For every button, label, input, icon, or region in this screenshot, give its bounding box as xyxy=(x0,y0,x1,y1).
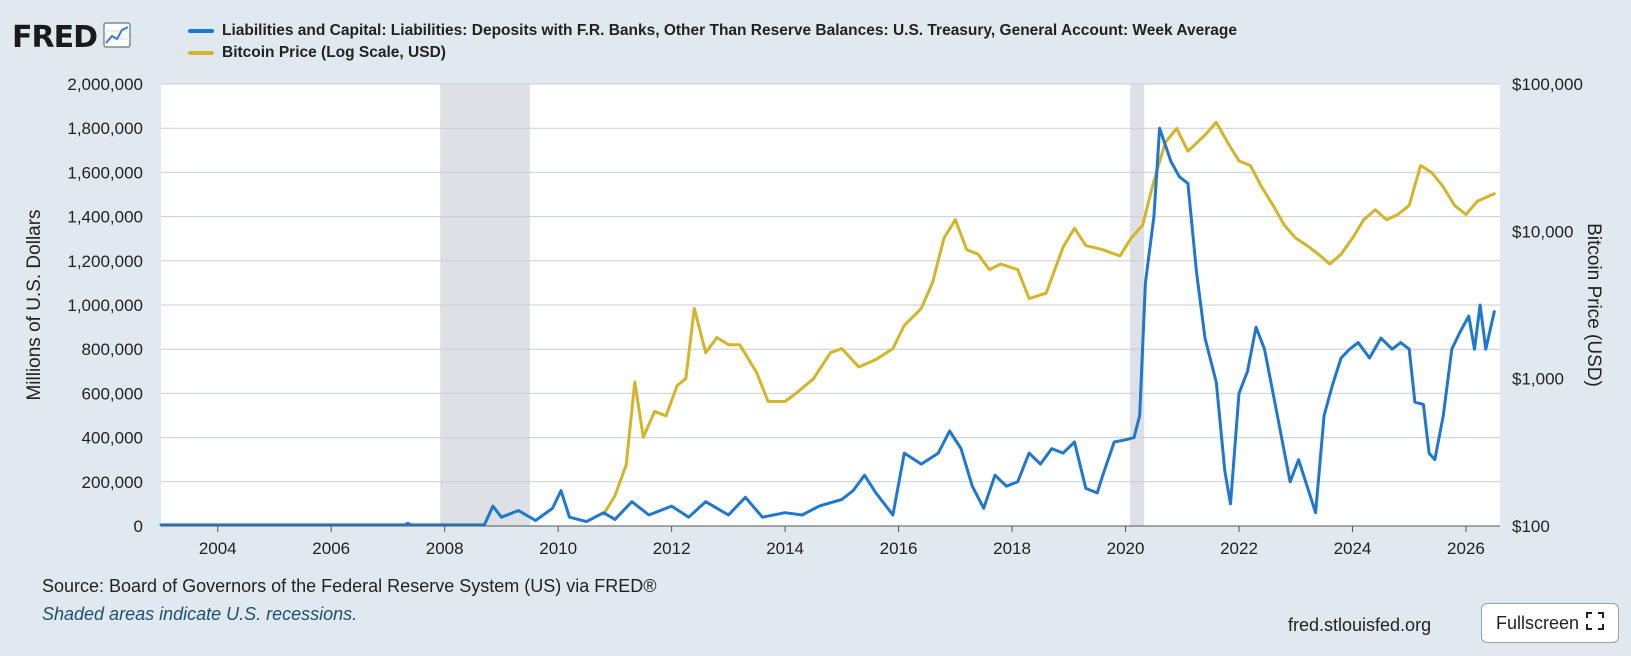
fred-logo[interactable]: FRED xyxy=(12,18,131,56)
y-tick-label-1: 200,000 xyxy=(82,473,143,492)
y-tick-label-8: 1,600,000 xyxy=(67,163,143,182)
y2-tick-label-3: $100,000 xyxy=(1512,75,1583,94)
y-tick-label-5: 1,000,000 xyxy=(67,296,143,315)
x-tick-label-9: 2022 xyxy=(1220,539,1258,558)
fullscreen-label: Fullscreen xyxy=(1495,612,1580,633)
recession-note: Shaded areas indicate U.S. recessions. xyxy=(42,604,358,624)
y-tick-label-9: 1,800,000 xyxy=(67,119,143,138)
source-text: Source: Board of Governors of the Federa… xyxy=(42,576,657,596)
x-tick-label-8: 2020 xyxy=(1107,539,1145,558)
series-line-1 xyxy=(602,120,1496,516)
logo-text: FRED xyxy=(12,19,98,55)
y-tick-label-0: 0 xyxy=(134,517,143,536)
x-tick-label-7: 2018 xyxy=(993,539,1031,558)
y-tick-label-7: 1,400,000 xyxy=(67,208,143,227)
x-tick-label-1: 2006 xyxy=(312,539,350,558)
legend-label-tga: Liabilities and Capital: Liabilities: De… xyxy=(222,22,1237,39)
axes: 0 200,000 400,000 600,000 800,000 1,000,000 1,… xyxy=(67,75,1583,558)
site-link[interactable]: fred.stlouisfed.org xyxy=(1288,615,1432,635)
y-axis-title: Millions of U.S. Dollars xyxy=(24,209,45,400)
x-tick-label-5: 2014 xyxy=(766,539,804,558)
x-tick-label-4: 2012 xyxy=(653,539,691,558)
legend-swatch-tga xyxy=(188,29,214,33)
y-tick-label-10: 2,000,000 xyxy=(67,75,143,94)
chart-header: FRED Liabilities and Capital: Liabilitie… xyxy=(12,14,1612,74)
legend-item-bitcoin[interactable]: Bitcoin Price (Log Scale, USD) xyxy=(188,44,446,62)
x-tick-label-3: 2010 xyxy=(539,539,577,558)
y-tick-label-4: 800,000 xyxy=(82,340,143,359)
x-tick-label-11: 2026 xyxy=(1447,539,1485,558)
legend-label-bitcoin: Bitcoin Price (Log Scale, USD) xyxy=(222,44,446,61)
y2-axis-title: Bitcoin Price (USD) xyxy=(1583,223,1604,387)
y2-tick-label-0: $100 xyxy=(1512,517,1550,536)
y2-tick-label-1: $1,000 xyxy=(1512,370,1564,389)
x-tick-label-6: 2016 xyxy=(880,539,918,558)
y-tick-label-6: 1,200,000 xyxy=(67,252,143,271)
series-line-0 xyxy=(159,126,1496,527)
y-tick-label-2: 400,000 xyxy=(82,429,143,448)
fullscreen-button[interactable]: Fullscreen xyxy=(1481,603,1619,643)
x-tick-label-2: 2008 xyxy=(426,539,464,558)
expand-corners-icon xyxy=(1586,611,1605,635)
gridlines xyxy=(161,83,1500,483)
legend-swatch-bitcoin xyxy=(188,51,214,55)
legend-item-tga[interactable]: Liabilities and Capital: Liabilities: De… xyxy=(188,22,1237,40)
y-tick-label-3: 600,000 xyxy=(82,384,143,403)
chart-area: 0 200,000 400,000 600,000 800,000 1,000,000 1,… xyxy=(24,75,1604,558)
line-graph-icon xyxy=(103,21,131,53)
x-tick-label-0: 2004 xyxy=(199,539,237,558)
y2-tick-label-2: $10,000 xyxy=(1512,222,1573,241)
series-lines xyxy=(159,120,1496,527)
x-tick-label-10: 2024 xyxy=(1334,539,1372,558)
